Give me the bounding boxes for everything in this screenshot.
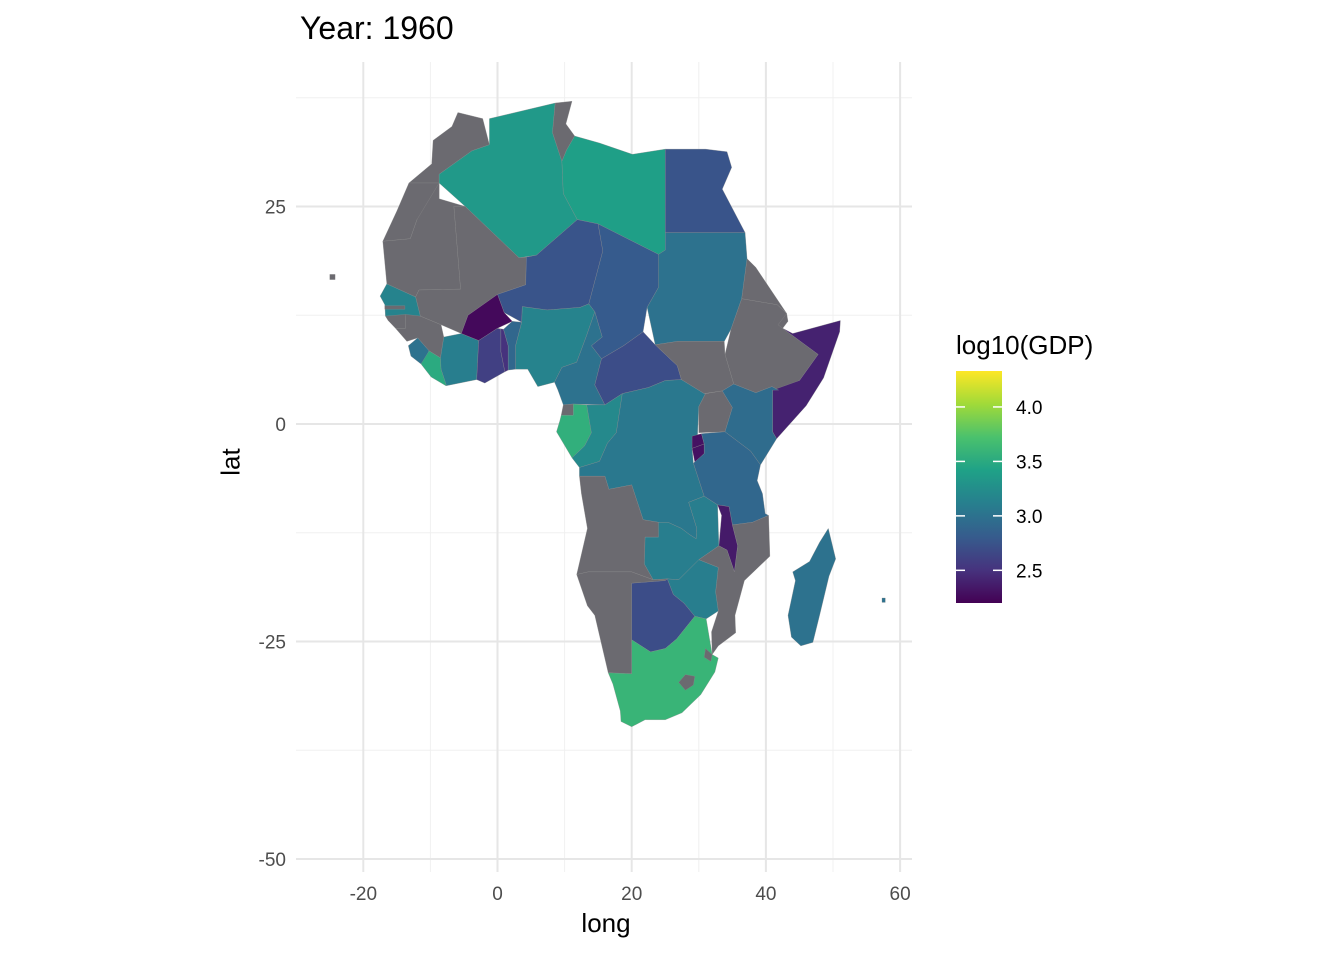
country-equatorial-guinea [560, 403, 574, 416]
legend-tick-label: 3.0 [1016, 507, 1042, 528]
x-tick-label: 40 [755, 884, 776, 905]
legend-title: log10(GDP) [956, 330, 1094, 360]
country-egypt [665, 148, 746, 233]
y-tick-label: -25 [259, 633, 286, 654]
x-tick-label: 0 [492, 884, 503, 905]
legend-tick-label: 2.5 [1016, 561, 1042, 582]
country-lesotho [678, 674, 696, 691]
country-mauritius [881, 597, 886, 603]
legend-colorbar [956, 371, 1002, 603]
legend-tick-label: 3.5 [1016, 452, 1042, 473]
country-cote-divoire [440, 333, 479, 386]
country-gambia [384, 305, 406, 310]
country-guinea-bissau [384, 314, 406, 329]
country-cape-verde [329, 274, 336, 280]
country-somalia [772, 320, 841, 440]
plot-title: Year: 1960 [300, 10, 454, 46]
x-tick-label: -20 [350, 884, 377, 905]
y-tick-label: 25 [265, 198, 286, 219]
y-tick-label: -50 [259, 850, 286, 871]
legend-tick-label: 4.0 [1016, 398, 1042, 419]
country-swaziland [703, 648, 713, 662]
x-axis-title: long [581, 908, 631, 938]
x-tick-label: 60 [890, 884, 911, 905]
x-tick-label: 20 [621, 884, 642, 905]
y-tick-label: 0 [275, 415, 286, 436]
country-madagascar [787, 527, 836, 647]
country-south-africa [607, 616, 719, 728]
